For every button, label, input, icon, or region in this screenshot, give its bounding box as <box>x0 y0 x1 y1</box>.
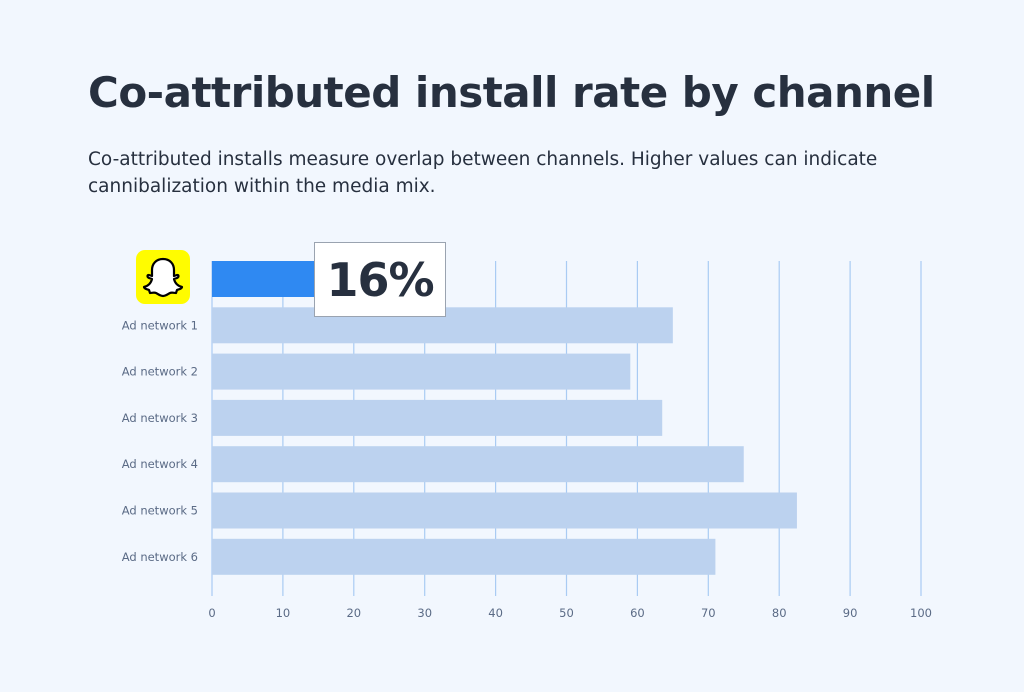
x-tick-label: 60 <box>630 606 645 620</box>
bar-snapchat <box>212 261 326 297</box>
category-label: Ad network 1 <box>122 318 198 332</box>
category-label: Ad network 3 <box>122 411 198 425</box>
category-label: Ad network 4 <box>122 457 198 471</box>
x-tick-label: 10 <box>276 606 291 620</box>
x-tick-label: 0 <box>208 606 215 620</box>
x-tick-label: 100 <box>910 606 932 620</box>
x-tick-label: 80 <box>772 606 787 620</box>
category-label: Ad network 6 <box>122 550 198 564</box>
x-tick-label: 30 <box>417 606 432 620</box>
x-tick-label: 40 <box>488 606 503 620</box>
category-label: Ad network 5 <box>122 504 198 518</box>
bar-ad-network-4 <box>212 446 744 483</box>
x-tick-label: 20 <box>346 606 361 620</box>
bar-ad-network-5 <box>212 492 797 529</box>
x-tick-label: 90 <box>843 606 858 620</box>
highlight-value-callout: 16% <box>314 242 446 317</box>
snapchat-ghost-icon <box>142 257 184 298</box>
page-subtitle: Co-attributed installs measure overlap b… <box>88 149 878 197</box>
x-tick-label: 70 <box>701 606 716 620</box>
page-title: Co-attributed install rate by channel <box>88 68 935 117</box>
category-label: Ad network 2 <box>122 365 198 379</box>
x-tick-label: 50 <box>559 606 574 620</box>
snapchat-logo-icon <box>136 250 190 304</box>
bar-ad-network-6 <box>212 538 716 575</box>
bar-ad-network-2 <box>212 353 631 390</box>
bar-ad-network-3 <box>212 399 663 436</box>
